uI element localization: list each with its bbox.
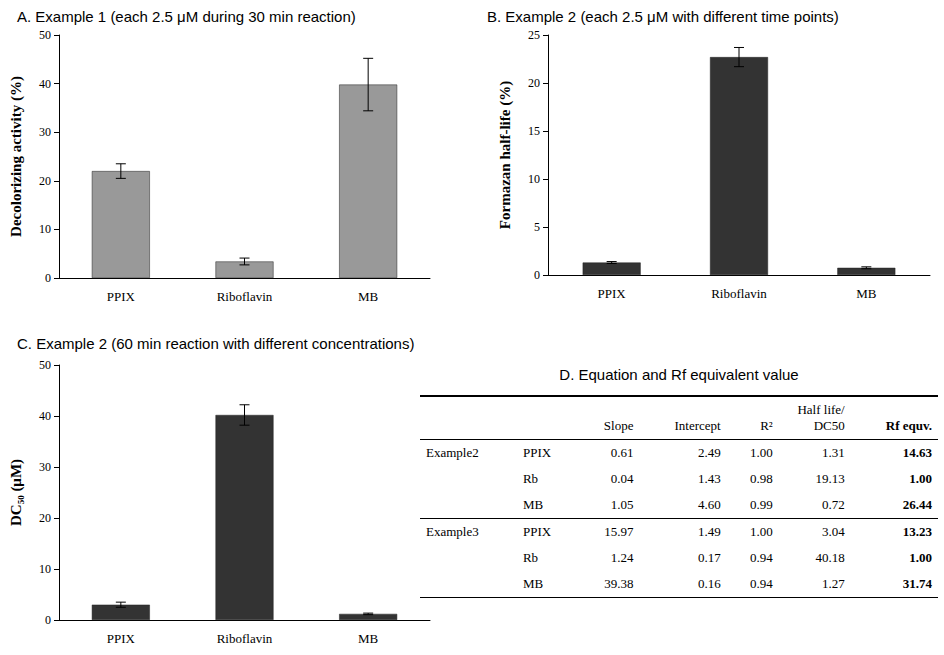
html-text:1.49: 1.49 (697, 524, 721, 539)
html-text:Rb: Rb (522, 550, 539, 565)
html-text:0.98: 0.98 (750, 471, 773, 486)
svg-text:30: 30 (39, 460, 51, 474)
svg-text:Riboflavin: Riboflavin (217, 631, 273, 646)
svg-text:0: 0 (534, 268, 540, 282)
html-text:4.60: 4.60 (697, 497, 721, 512)
html-text:1.31: 1.31 (822, 445, 845, 460)
svg-text:Riboflavin: Riboflavin (711, 286, 767, 301)
html-text:0.17: 0.17 (697, 550, 721, 565)
html-text:Example3: Example3 (426, 524, 479, 539)
html-text:PPIX: PPIX (522, 524, 552, 539)
svg-text:10: 10 (39, 562, 51, 576)
svg-text:20: 20 (528, 76, 540, 90)
svg-text:20: 20 (39, 174, 51, 188)
html-text:PPIX: PPIX (522, 445, 552, 460)
svg-text:30: 30 (39, 125, 51, 139)
html-text:Rb: Rb (522, 471, 539, 486)
svg-text:40: 40 (39, 409, 51, 423)
html-text:Rf equv.: Rf equv. (885, 418, 932, 433)
html-text:Intercept: Intercept (674, 418, 721, 433)
html-text:1.43: 1.43 (697, 471, 721, 486)
html-text:0.94: 0.94 (750, 550, 773, 565)
svg-text:MB: MB (856, 286, 877, 301)
html-text:15.97: 15.97 (604, 524, 634, 539)
svg-text:A. Example 1 (each 2.5 μM duri: A. Example 1 (each 2.5 μM during 30 min … (17, 8, 356, 25)
html-text:0.72: 0.72 (822, 497, 845, 512)
html-text:19.13: 19.13 (815, 471, 845, 486)
svg-text:B. Example 2 (each 2.5 μM with: B. Example 2 (each 2.5 μM with different… (487, 8, 839, 25)
html-text:0.61: 0.61 (610, 445, 634, 460)
svg-text:50: 50 (39, 28, 51, 42)
html-text:13.23: 13.23 (902, 524, 932, 539)
svg-text:PPIX: PPIX (107, 631, 136, 646)
html-text:0.99: 0.99 (750, 497, 773, 512)
svg-text:50: 50 (39, 358, 51, 372)
html-text:40.18: 40.18 (815, 550, 845, 565)
html-text:0.94: 0.94 (750, 576, 773, 591)
html-text:D. Equation and Rf equivalent: D. Equation and Rf equivalent value (559, 366, 799, 383)
html-text:1.00: 1.00 (750, 445, 773, 460)
svg-text:Formazan half-life (%): Formazan half-life (%) (497, 81, 514, 229)
html-text:Example2: Example2 (426, 445, 479, 460)
html-text:MB: MB (522, 576, 544, 591)
svg-text:DC₅₀ (μM): DC₅₀ (μM) (8, 459, 25, 526)
svg-text:0: 0 (45, 613, 51, 627)
html-text:MB: MB (522, 497, 544, 512)
html-text:1.00: 1.00 (909, 471, 932, 486)
html-text:1.24: 1.24 (610, 550, 634, 565)
html-text:39.38: 39.38 (604, 576, 634, 591)
svg-text:25: 25 (528, 28, 540, 42)
html-text:Half life/ DC50: Half life/ DC50 (797, 402, 845, 433)
html-text:1.00: 1.00 (909, 550, 932, 565)
html-text:0.16: 0.16 (697, 576, 721, 591)
svg-text:Riboflavin: Riboflavin (217, 289, 273, 304)
html-text:1.05: 1.05 (610, 497, 634, 512)
svg-text:5: 5 (534, 220, 540, 234)
html-text:2.49: 2.49 (697, 445, 721, 460)
svg-text:Decolorizing activity (%): Decolorizing activity (%) (8, 76, 25, 237)
html-text:R²: R² (760, 418, 773, 433)
svg-text:C. Example 2 (60 min reaction: C. Example 2 (60 min reaction with diffe… (17, 335, 414, 352)
svg-text:20: 20 (39, 511, 51, 525)
html-text:1.27: 1.27 (822, 576, 845, 591)
svg-text:15: 15 (528, 124, 540, 138)
html-text:31.74: 31.74 (902, 576, 932, 591)
html-text:0.04: 0.04 (610, 471, 634, 486)
svg-text:PPIX: PPIX (598, 286, 627, 301)
html-text:Slope: Slope (603, 418, 634, 433)
svg-text:40: 40 (39, 77, 51, 91)
svg-text:10: 10 (39, 222, 51, 236)
svg-text:10: 10 (528, 172, 540, 186)
svg-text:MB: MB (358, 289, 379, 304)
html-text:14.63: 14.63 (902, 445, 932, 460)
svg-text:PPIX: PPIX (107, 289, 136, 304)
html-text:26.44: 26.44 (902, 497, 932, 512)
svg-text:MB: MB (358, 631, 379, 646)
svg-text:0: 0 (45, 271, 51, 285)
html-text:3.04: 3.04 (822, 524, 845, 539)
html-text:1.00: 1.00 (750, 524, 773, 539)
